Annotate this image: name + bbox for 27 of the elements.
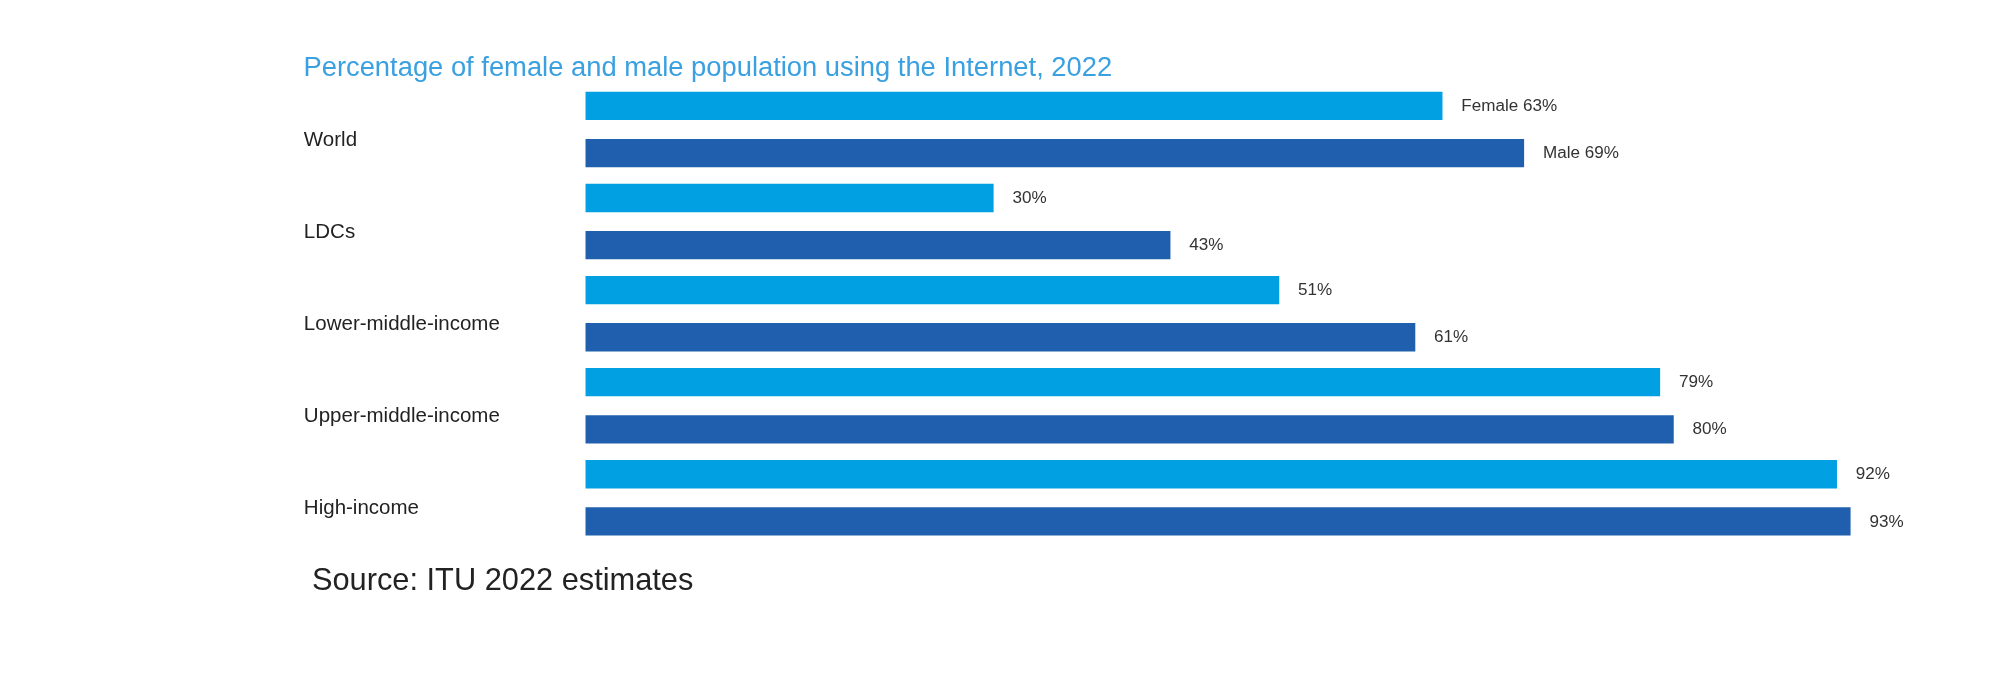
bar <box>585 460 1837 489</box>
bar <box>585 507 1851 536</box>
bar <box>585 368 1661 397</box>
y-tick-label: LDCs <box>303 218 356 242</box>
bar <box>585 183 994 213</box>
y-tick-label: Lower-middle-income <box>303 310 500 334</box>
data-label: 51% <box>1298 280 1333 300</box>
chart-title: Percentage of female and male population using the Internet, 2022 <box>303 51 1113 83</box>
data-label: 30% <box>1012 188 1047 208</box>
bar <box>585 231 1171 260</box>
bar <box>585 91 1443 121</box>
bar <box>585 415 1674 444</box>
source-note: Source: ITU 2022 estimates <box>311 561 694 597</box>
text: Male 69% <box>1542 143 1619 163</box>
data-label: 61% <box>1434 327 1469 347</box>
bar <box>585 138 1525 168</box>
data-label: 79% <box>1678 372 1714 392</box>
data-label: 92% <box>1855 464 1890 484</box>
data-label: 93% <box>1869 511 1904 531</box>
text: Female 63% <box>1461 96 1558 116</box>
data-label: 43% <box>1189 235 1224 255</box>
bar <box>585 323 1416 352</box>
data-label: 80% <box>1692 419 1727 439</box>
y-tick-label: World <box>303 126 358 150</box>
y-tick-label: High-income <box>303 495 419 519</box>
y-tick-label: Upper-middle-income <box>303 402 500 426</box>
bar <box>585 275 1280 305</box>
